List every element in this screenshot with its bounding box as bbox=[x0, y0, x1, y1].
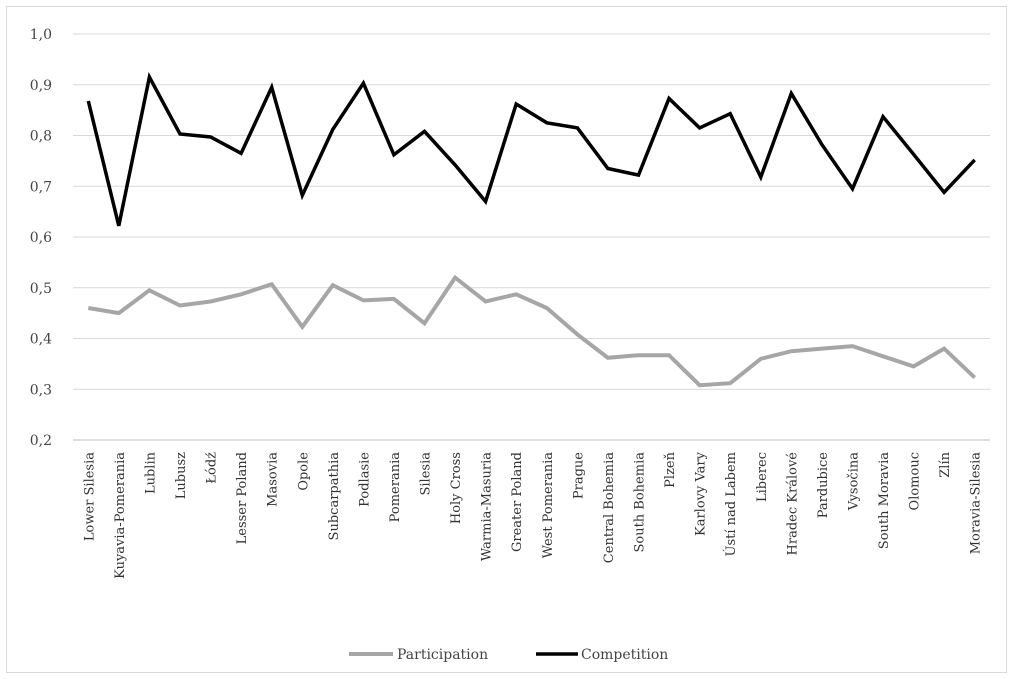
x-tick-label: Moravia-Silesia bbox=[969, 452, 984, 554]
series-line-participation bbox=[87, 274, 977, 388]
y-tick-label: 0,7 bbox=[30, 179, 52, 195]
x-tick-label: Greater Poland bbox=[510, 452, 525, 552]
x-tick-label: Subcarpathia bbox=[327, 452, 342, 541]
x-tick-label: Lubusz bbox=[174, 452, 189, 499]
x-tick-label: Ústí nad Labem bbox=[722, 452, 739, 556]
x-tick-label: Holy Cross bbox=[449, 452, 464, 524]
x-tick-label: Liberec bbox=[755, 452, 770, 502]
series-line-competition bbox=[86, 72, 976, 227]
x-tick-label: South Moravia bbox=[877, 452, 892, 549]
x-tick-label: Podlasie bbox=[357, 452, 372, 507]
x-tick-label: Lublin bbox=[143, 451, 158, 494]
x-tick-label: Pardubice bbox=[816, 452, 831, 519]
x-tick-label: Prague bbox=[571, 452, 586, 499]
y-tick-label: 0,3 bbox=[30, 382, 52, 398]
x-tick-label: West Pomerania bbox=[541, 452, 556, 559]
x-tick-label: Warmia-Masuria bbox=[480, 452, 495, 561]
y-tick-label: 0,5 bbox=[30, 281, 52, 297]
x-tick-label: Vysočina bbox=[846, 452, 861, 512]
y-axis-ticks: 0,2 0,3 0,4 0,5 0,6 0,7 0,8 0,9 1,0 bbox=[30, 27, 52, 449]
y-tick-label: 0,6 bbox=[30, 230, 52, 246]
x-axis-ticks: Lower Silesia Kuyavia-Pomerania Lublin Lubu… bbox=[82, 451, 983, 579]
x-tick-label: Lower Silesia bbox=[82, 452, 97, 541]
x-tick-label: Silesia bbox=[419, 452, 434, 496]
x-tick-label: Opole bbox=[296, 452, 311, 491]
x-tick-label: Hradec Králové bbox=[785, 452, 800, 556]
x-tick-label: Pomerania bbox=[388, 452, 403, 523]
x-tick-label: Lesser Poland bbox=[235, 452, 250, 544]
x-tick-label: Kuyavia-Pomerania bbox=[113, 452, 128, 579]
x-tick-label: Masovia bbox=[266, 452, 281, 507]
x-tick-label: Central Bohemia bbox=[602, 452, 617, 563]
x-tick-label: South Bohemia bbox=[632, 452, 647, 553]
y-tick-label: 0,9 bbox=[30, 78, 52, 94]
x-tick-label: Olomouc bbox=[908, 452, 923, 510]
y-tick-label: 0,4 bbox=[30, 332, 52, 348]
x-tick-label: Zlín bbox=[938, 451, 953, 477]
x-tick-label: Karlovy Vary bbox=[694, 451, 709, 536]
series-lines bbox=[86, 72, 977, 388]
legend: Participation Competition bbox=[349, 647, 668, 663]
x-tick-label: Plzeň bbox=[663, 451, 678, 487]
x-tick-label: Łódź bbox=[205, 452, 220, 484]
y-tick-label: 0,2 bbox=[30, 433, 52, 449]
y-tick-label: 1,0 bbox=[30, 27, 52, 43]
legend-label-participation: Participation bbox=[397, 647, 488, 663]
y-tick-label: 0,8 bbox=[30, 129, 52, 145]
legend-label-competition: Competition bbox=[581, 647, 668, 663]
grid-lines bbox=[73, 33, 990, 390]
